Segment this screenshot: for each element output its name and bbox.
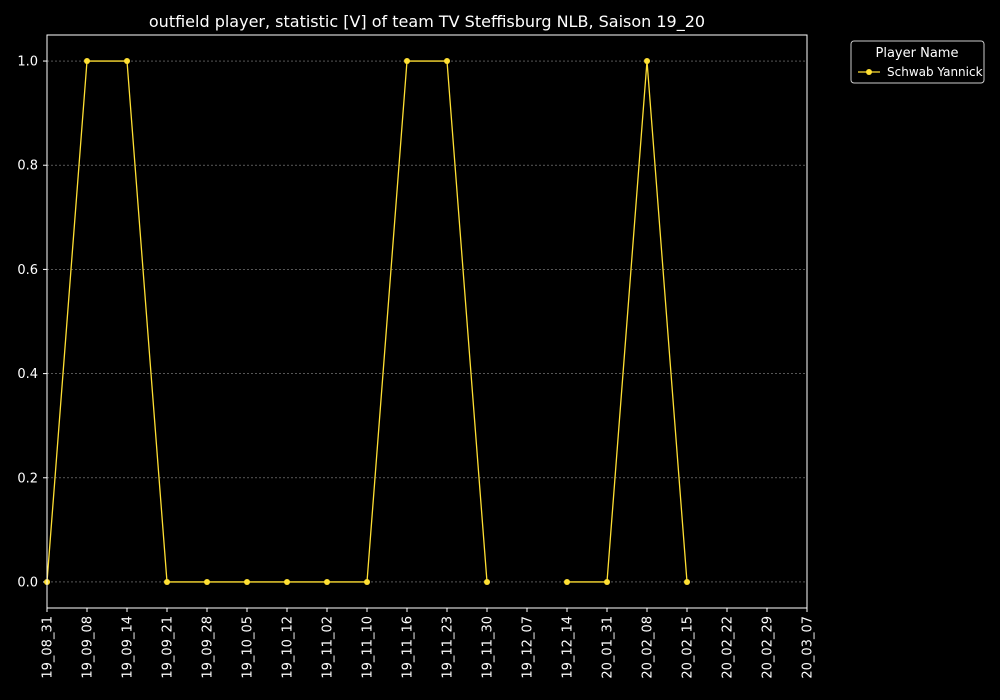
- plot-area: 0.0 0.2 0.4 0.6 0.8 1.0 19_08_31 19_09_08 19_09_…: [17, 34, 816, 679]
- data-point: [204, 578, 210, 585]
- x-tick-label: 19_10_12: [281, 616, 296, 679]
- y-tick-label: 0.4: [17, 367, 38, 382]
- x-tick-label: 19_12_14: [561, 616, 576, 679]
- x-tick-label: 20_03_07: [801, 616, 816, 679]
- y-tick-label: 1.0: [17, 55, 38, 70]
- data-point: [124, 58, 130, 65]
- chart-title: outfield player, statistic [V] of team T…: [149, 12, 705, 32]
- x-tick-label: 19_11_16: [401, 616, 416, 679]
- legend-title: Player Name: [876, 46, 959, 61]
- data-point: [484, 578, 490, 585]
- data-point: [364, 578, 370, 585]
- legend-dot-marker: [866, 69, 872, 75]
- x-tick-label: 20_02_22: [721, 616, 736, 679]
- x-tick-label: 19_11_10: [361, 616, 376, 679]
- legend-frame: [850, 40, 985, 84]
- y-tick-label: 0.0: [17, 575, 38, 590]
- x-tick-label: 20_02_15: [681, 616, 696, 679]
- x-tick-label: 19_09_08: [81, 616, 96, 679]
- x-tick-label: 19_12_07: [521, 616, 536, 679]
- x-tick-label: 19_08_31: [41, 616, 56, 679]
- x-tick-label: 19_11_30: [481, 616, 496, 679]
- data-point: [684, 578, 690, 585]
- legend-series-label: Schwab Yannick: [887, 65, 983, 79]
- y-tick-label: 0.6: [17, 263, 38, 278]
- data-point: [564, 578, 570, 585]
- x-tick-label: 20_01_31: [601, 616, 616, 679]
- plot-background: [47, 35, 807, 608]
- x-tick-label: 19_11_23: [441, 616, 456, 679]
- data-point: [164, 578, 170, 585]
- series-line: [567, 60, 688, 583]
- data-point: [244, 578, 250, 585]
- data-point: [644, 58, 650, 65]
- y-tick-label: 0.2: [17, 471, 38, 486]
- data-point: [404, 58, 410, 65]
- x-tick-label: 19_09_28: [201, 616, 216, 679]
- data-point: [604, 578, 610, 585]
- data-point: [324, 578, 330, 585]
- data-point: [444, 58, 450, 65]
- data-point: [84, 58, 90, 65]
- x-tick-label: 19_09_14: [121, 616, 136, 679]
- x-tick-label: 19_10_05: [241, 616, 256, 679]
- data-point: [284, 578, 290, 585]
- axes-frame: [46, 34, 808, 609]
- x-tick-label: 19_11_02: [321, 616, 336, 679]
- y-tick-label: 0.8: [17, 159, 38, 174]
- x-tick-label: 19_09_21: [161, 616, 176, 679]
- series-line: [46, 60, 488, 583]
- x-tick-label: 20_02_29: [761, 616, 776, 679]
- x-tick-label: 20_02_08: [641, 616, 656, 679]
- legend: Player Name Schwab Yannick: [850, 40, 985, 84]
